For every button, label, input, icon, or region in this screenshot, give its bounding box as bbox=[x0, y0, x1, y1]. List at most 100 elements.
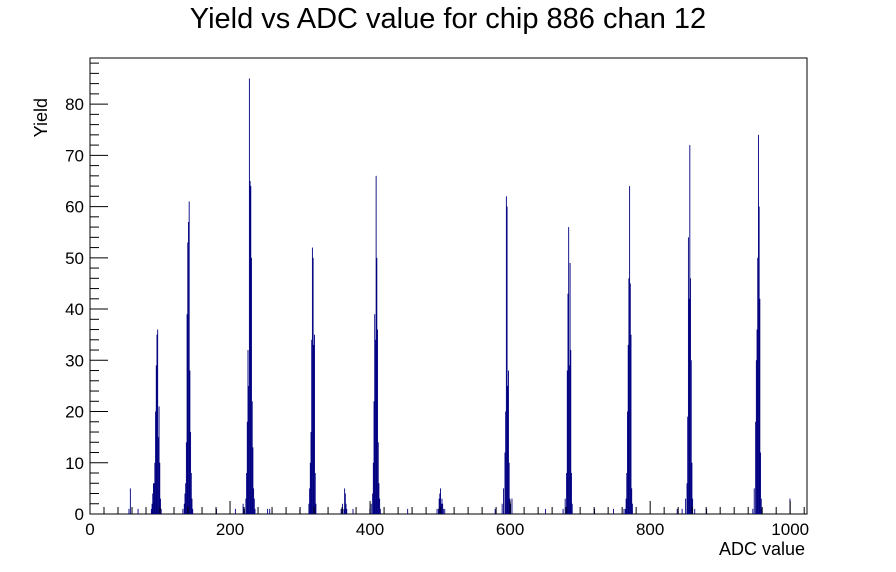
histogram-bin bbox=[160, 498, 161, 514]
histogram-bin bbox=[156, 334, 158, 514]
y-tick-label: 50 bbox=[65, 249, 84, 268]
histogram-bin bbox=[505, 196, 507, 514]
histogram-bin bbox=[246, 421, 248, 514]
histogram-bin bbox=[378, 483, 380, 514]
histogram-bin bbox=[758, 206, 760, 514]
histogram-bin bbox=[269, 508, 271, 514]
histogram-bin bbox=[375, 175, 377, 514]
histogram-bin bbox=[340, 508, 342, 514]
histogram-bin bbox=[151, 503, 153, 514]
x-axis-title: ADC value bbox=[719, 539, 805, 559]
histogram-bin bbox=[439, 493, 441, 514]
histogram-bin bbox=[494, 508, 496, 514]
histogram-bin bbox=[752, 508, 754, 514]
histogram-bin bbox=[372, 462, 374, 514]
histogram-bin bbox=[694, 508, 696, 514]
histogram-bin bbox=[252, 447, 254, 514]
y-tick-label: 60 bbox=[65, 198, 84, 217]
chart-title: Yield vs ADC value for chip 886 chan 12 bbox=[190, 3, 706, 35]
histogram-bin bbox=[438, 508, 439, 514]
histogram-bin bbox=[154, 462, 156, 514]
histogram-bin bbox=[129, 488, 131, 514]
histogram-bin bbox=[137, 508, 139, 514]
histogram-bin bbox=[182, 508, 184, 514]
histogram-bin bbox=[372, 493, 374, 514]
histogram-bin bbox=[505, 411, 507, 514]
histogram-bin bbox=[440, 488, 441, 514]
histogram-bin bbox=[562, 508, 564, 514]
histogram-bin bbox=[631, 503, 633, 514]
histogram-bin bbox=[152, 493, 154, 514]
histogram-bin bbox=[160, 508, 162, 514]
histogram-bin bbox=[504, 452, 506, 514]
histogram-bin bbox=[374, 314, 376, 514]
histogram-bin bbox=[627, 344, 629, 514]
x-tick-label: 0 bbox=[85, 520, 94, 539]
histogram-bin bbox=[691, 462, 693, 514]
histogram-bin bbox=[185, 483, 187, 514]
histogram-bin bbox=[630, 334, 632, 514]
histogram-bin bbox=[436, 508, 438, 514]
histogram-bin bbox=[267, 508, 269, 514]
histogram-bin bbox=[506, 206, 508, 514]
histogram-bin bbox=[234, 508, 236, 514]
histogram-bin bbox=[442, 503, 444, 514]
histogram-bin bbox=[571, 503, 573, 514]
histogram-bin bbox=[438, 498, 440, 514]
histogram-bin bbox=[377, 442, 379, 514]
histogram-bin bbox=[685, 498, 687, 514]
histogram-bin bbox=[315, 503, 317, 514]
histogram-bin bbox=[407, 508, 409, 514]
histogram-bin bbox=[571, 473, 572, 514]
y-tick-label: 40 bbox=[65, 300, 84, 319]
x-tick-label: 600 bbox=[496, 520, 524, 539]
histogram-bin bbox=[157, 437, 159, 514]
histogram-bin bbox=[253, 488, 255, 514]
histogram-bin bbox=[247, 350, 249, 514]
histogram-bin bbox=[153, 483, 155, 514]
histogram-bin bbox=[157, 329, 159, 514]
histogram-bin bbox=[128, 508, 130, 514]
histogram-bin bbox=[628, 278, 630, 514]
y-tick-label: 70 bbox=[65, 146, 84, 165]
y-tick-label: 10 bbox=[65, 454, 84, 473]
x-tick-label: 800 bbox=[636, 520, 664, 539]
histogram-bin bbox=[313, 344, 315, 514]
histogram-bin bbox=[245, 498, 247, 514]
histogram-bin bbox=[183, 503, 185, 514]
histogram-bin bbox=[545, 508, 547, 514]
histogram-bin bbox=[159, 462, 161, 514]
histogram-bin bbox=[188, 221, 189, 514]
histogram-bin bbox=[690, 360, 692, 514]
y-tick-label: 20 bbox=[65, 403, 84, 422]
histogram-bin bbox=[254, 508, 256, 514]
histogram-bin bbox=[692, 498, 694, 514]
histogram-bin bbox=[153, 483, 154, 514]
histogram-bins bbox=[128, 78, 791, 515]
histogram-bin bbox=[757, 134, 759, 514]
histogram-bin bbox=[570, 350, 572, 514]
histogram-bin bbox=[155, 365, 157, 514]
histogram-bin bbox=[629, 283, 631, 514]
histogram-bin bbox=[760, 498, 762, 514]
histogram-bin bbox=[759, 298, 761, 514]
histogram-bin bbox=[248, 78, 250, 515]
histogram-bin bbox=[250, 186, 252, 514]
histogram-bin bbox=[374, 339, 376, 514]
histogram-bin bbox=[314, 334, 315, 514]
histogram-bin bbox=[501, 503, 503, 514]
histogram-bin bbox=[185, 442, 187, 514]
histogram-bin bbox=[373, 401, 375, 514]
histogram-bin bbox=[308, 503, 310, 514]
histogram-bin bbox=[310, 432, 312, 514]
histogram-bin bbox=[511, 498, 513, 514]
histogram-bin bbox=[189, 370, 191, 514]
histogram-bin bbox=[690, 278, 691, 514]
x-axis: 0 200 400 600 800 1000 bbox=[85, 501, 809, 539]
histogram-bin bbox=[757, 257, 759, 514]
histogram-bin bbox=[569, 262, 571, 514]
histogram-bin bbox=[253, 498, 255, 514]
histogram-bin bbox=[687, 416, 689, 514]
histogram-bin bbox=[441, 498, 443, 514]
